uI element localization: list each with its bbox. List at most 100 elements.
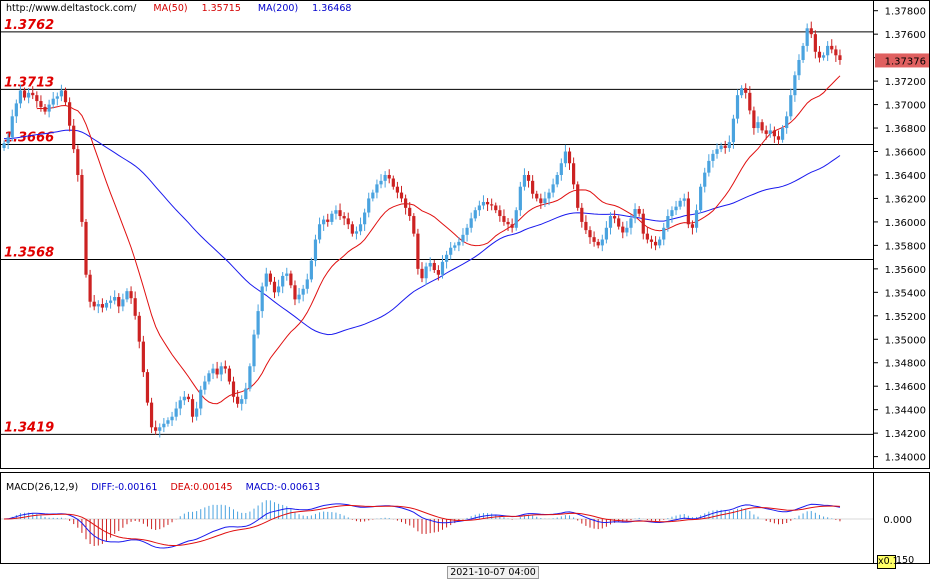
candle-body xyxy=(608,216,613,228)
candle-body xyxy=(756,122,760,129)
candle-body xyxy=(588,230,592,238)
candle-body xyxy=(637,209,641,214)
candle-body xyxy=(514,210,518,228)
candle-body xyxy=(498,210,502,217)
candle-body xyxy=(580,207,584,222)
candle-body xyxy=(158,427,162,431)
candle-body xyxy=(510,224,514,228)
candle-body xyxy=(559,163,563,175)
candle-body xyxy=(113,297,117,301)
candle-body xyxy=(416,233,420,269)
candle-body xyxy=(731,118,736,143)
candle-body xyxy=(612,216,617,219)
candle-body xyxy=(174,408,178,417)
macd-scale-multiplier[interactable]: x0.1 xyxy=(877,555,899,569)
candle-body xyxy=(473,210,477,219)
candle-body xyxy=(572,163,576,185)
candle-body xyxy=(518,186,522,211)
y-tick-label: 1.35600 xyxy=(885,265,926,276)
candle-body xyxy=(653,241,658,246)
level-label: 1.3713 xyxy=(4,75,54,90)
candle-body xyxy=(141,341,145,373)
candle-body xyxy=(108,300,113,303)
candle-body xyxy=(88,274,92,302)
candle-body xyxy=(199,389,203,409)
candle-body xyxy=(10,116,14,138)
candle-body xyxy=(383,174,387,181)
candle-body xyxy=(256,311,260,335)
ma50-line xyxy=(36,75,841,405)
candle-body xyxy=(322,219,326,225)
y-tick-label: 1.35200 xyxy=(885,312,926,323)
candle-body xyxy=(551,184,555,193)
candle-body xyxy=(584,221,588,231)
candle-body xyxy=(715,149,719,154)
candle-body xyxy=(236,396,240,404)
candle-body xyxy=(96,304,100,307)
candle-body xyxy=(461,234,465,242)
level-label: 1.3419 xyxy=(4,420,54,435)
y-tick-label: 1.34400 xyxy=(885,406,926,417)
candle-body xyxy=(617,218,621,227)
y-tick-label: 1.37200 xyxy=(885,77,926,88)
candle-body xyxy=(785,116,789,129)
candle-body xyxy=(219,366,223,375)
candle-body xyxy=(649,239,654,242)
candle-body xyxy=(285,273,289,276)
macd-diff: DIFF:-0.00161 xyxy=(91,482,158,493)
candle-body xyxy=(104,302,109,308)
candle-body xyxy=(821,55,826,58)
candle-body xyxy=(195,408,199,417)
source-url[interactable]: http://www.deltastock.com/ xyxy=(6,3,137,14)
level-label: 1.3762 xyxy=(4,18,54,33)
candle-body xyxy=(133,298,137,316)
candle-body xyxy=(121,299,125,307)
candle-body xyxy=(633,209,637,219)
candle-body xyxy=(252,334,256,367)
candle-body xyxy=(6,137,10,144)
candle-body xyxy=(752,110,756,129)
candle-body xyxy=(211,368,215,374)
candle-body xyxy=(281,275,285,287)
candle-body xyxy=(63,90,68,103)
y-tick-label: 1.37600 xyxy=(885,30,926,41)
candle-body xyxy=(789,95,793,117)
candle-body xyxy=(354,231,359,234)
candle-body xyxy=(629,218,633,228)
candle-body xyxy=(276,286,281,293)
candle-body xyxy=(137,315,141,342)
candle-body xyxy=(125,291,129,300)
candle-body xyxy=(830,45,834,50)
candle-body xyxy=(326,219,330,222)
macd-value: MACD:-0.00613 xyxy=(245,482,321,493)
candle-body xyxy=(27,92,31,98)
candle-body xyxy=(477,205,481,211)
candle-body xyxy=(371,192,375,199)
candle-body xyxy=(170,416,174,421)
candle-body xyxy=(424,266,428,279)
candle-body xyxy=(813,34,817,52)
candle-body xyxy=(719,145,723,150)
candle-body xyxy=(412,216,416,234)
candle-body xyxy=(68,102,72,126)
candle-body xyxy=(387,174,391,179)
macd-dea-line xyxy=(4,504,841,546)
y-tick-label: 1.36000 xyxy=(885,218,926,229)
candle-body xyxy=(260,286,264,312)
candle-body xyxy=(268,273,272,282)
candle-body xyxy=(772,130,776,137)
candle-body xyxy=(531,180,535,194)
candle-body xyxy=(457,241,461,246)
candle-body xyxy=(92,301,96,307)
ma50-label: MA(50) xyxy=(153,3,188,14)
candle-body xyxy=(363,212,367,225)
ma50-value: 1.35715 xyxy=(201,3,241,14)
candle-body xyxy=(604,227,608,240)
ma200-value: 1.36468 xyxy=(312,3,352,14)
chart-header: http://www.deltastock.com/ MA(50) 1.35715… xyxy=(6,3,365,14)
time-label: 2021-10-07 04:00 xyxy=(447,566,539,579)
candle-body xyxy=(350,224,354,234)
candle-body xyxy=(223,366,227,369)
candle-body xyxy=(178,400,182,409)
